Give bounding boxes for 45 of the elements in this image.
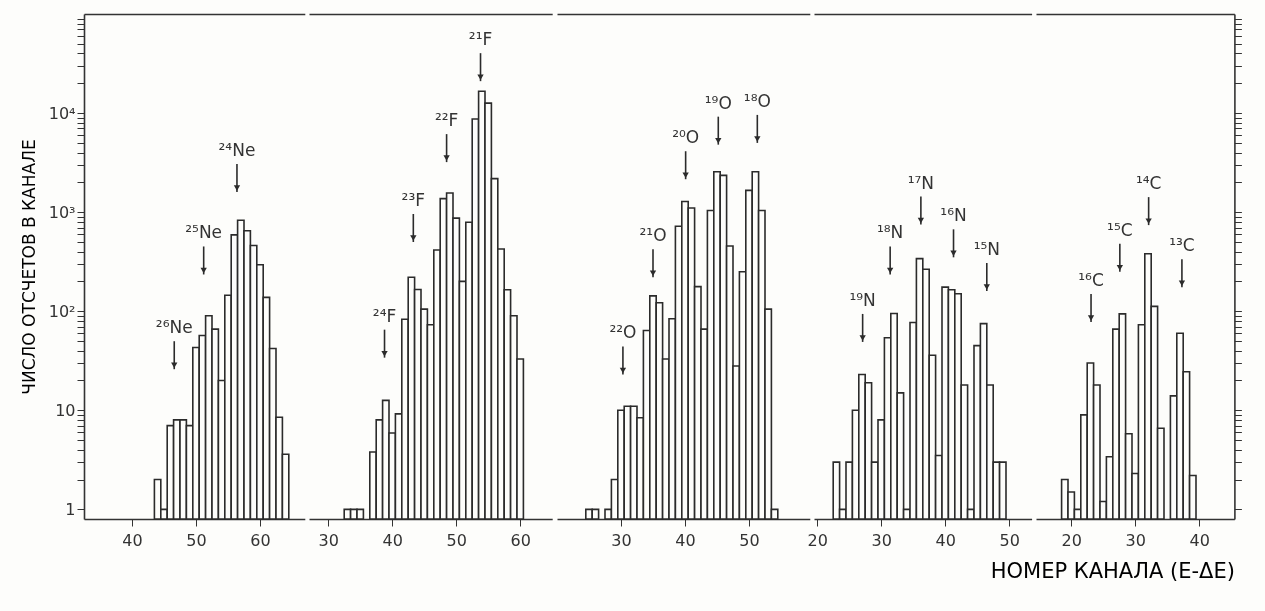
annotation: ¹⁹N <box>849 289 876 310</box>
annotation: ²²O <box>609 322 637 343</box>
annotation: ²²F <box>434 110 459 131</box>
annotation: ²³F <box>401 189 426 210</box>
y-tick-label: 10 <box>55 400 76 420</box>
y-tick-label: 10³ <box>48 202 76 222</box>
annotation: ¹⁷N <box>907 172 935 193</box>
x-tick-label: 60 <box>250 530 271 550</box>
annotation: ¹⁹O <box>704 92 732 113</box>
x-tick-label: 20 <box>807 530 828 550</box>
annotation: ¹⁵N <box>973 239 1000 260</box>
annotation: ¹⁴C <box>1135 173 1162 194</box>
y-tick-label: 10² <box>48 301 76 321</box>
annotation: ²⁴Ne <box>218 139 256 160</box>
x-tick-label: 40 <box>382 530 403 550</box>
annotation: ²⁶Ne <box>155 317 193 338</box>
annotation: ²¹F <box>468 29 493 50</box>
annotation: ²⁰O <box>672 127 700 148</box>
annotation: ²⁵Ne <box>185 222 223 243</box>
annotation: ²⁴F <box>372 305 397 326</box>
annotation: ¹⁶N <box>940 205 967 226</box>
x-tick-label: 30 <box>611 530 632 550</box>
x-axis-title: НОМЕР КАНАЛА (E-ΔE) <box>990 558 1235 583</box>
x-tick-label: 20 <box>1061 530 1082 550</box>
x-tick-label: 40 <box>1189 530 1210 550</box>
y-tick-label: 1 <box>65 499 76 519</box>
annotation: ¹³C <box>1169 235 1195 256</box>
annotation: ¹⁵C <box>1107 219 1133 240</box>
x-tick-label: 50 <box>446 530 467 550</box>
x-tick-label: 50 <box>186 530 207 550</box>
x-tick-label: 60 <box>510 530 531 550</box>
y-axis-title: ЧИСЛО ОТСЧЕТОВ В КАНАЛЕ <box>18 139 39 395</box>
y-tick-label: 10⁴ <box>48 103 76 123</box>
annotation: ¹⁶C <box>1078 269 1104 290</box>
x-tick-label: 40 <box>122 530 143 550</box>
annotation: ¹⁸N <box>876 222 904 243</box>
x-tick-label: 40 <box>675 530 696 550</box>
x-tick-label: 50 <box>739 530 760 550</box>
x-tick-label: 40 <box>935 530 956 550</box>
annotation: ¹⁸O <box>743 90 771 111</box>
x-tick-label: 30 <box>318 530 339 550</box>
x-tick-label: 30 <box>871 530 892 550</box>
x-tick-label: 50 <box>999 530 1020 550</box>
annotation: ²¹O <box>639 225 667 246</box>
x-tick-label: 30 <box>1125 530 1146 550</box>
